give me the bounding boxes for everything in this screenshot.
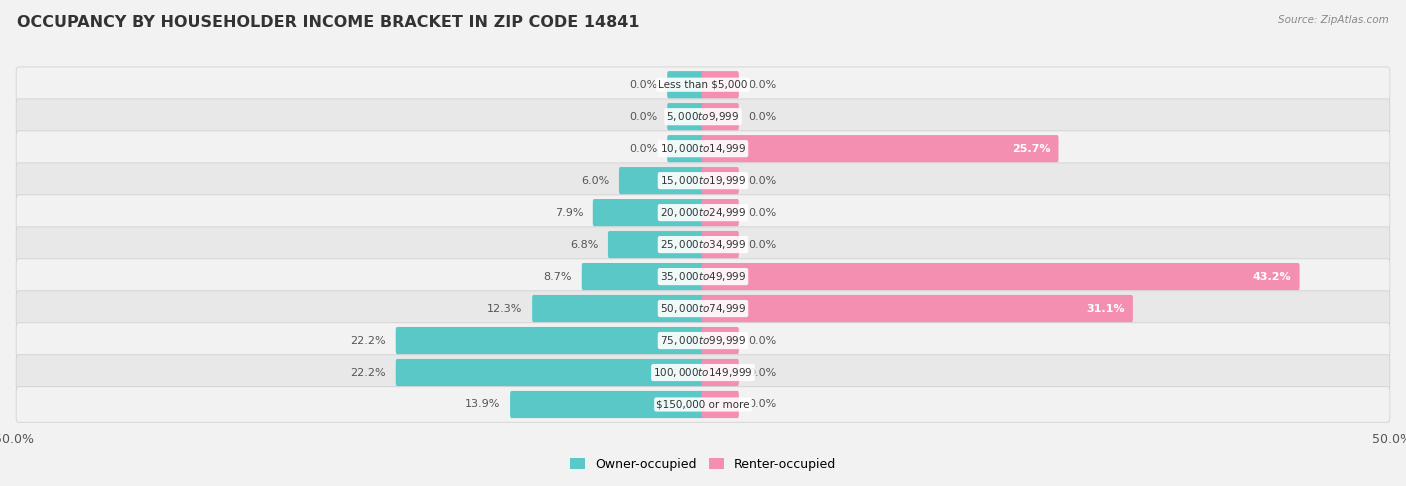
Text: 22.2%: 22.2% xyxy=(350,335,387,346)
FancyBboxPatch shape xyxy=(15,259,1391,295)
FancyBboxPatch shape xyxy=(15,99,1391,135)
Text: Source: ZipAtlas.com: Source: ZipAtlas.com xyxy=(1278,15,1389,25)
FancyBboxPatch shape xyxy=(702,391,738,418)
Text: 0.0%: 0.0% xyxy=(748,399,776,410)
FancyBboxPatch shape xyxy=(702,167,738,194)
Text: 12.3%: 12.3% xyxy=(486,304,523,313)
FancyBboxPatch shape xyxy=(702,103,738,130)
FancyBboxPatch shape xyxy=(15,131,1391,166)
Text: $150,000 or more: $150,000 or more xyxy=(657,399,749,410)
Text: $50,000 to $74,999: $50,000 to $74,999 xyxy=(659,302,747,315)
Text: 0.0%: 0.0% xyxy=(630,144,658,154)
FancyBboxPatch shape xyxy=(15,387,1391,422)
FancyBboxPatch shape xyxy=(668,103,704,130)
Text: 43.2%: 43.2% xyxy=(1253,272,1291,281)
Text: $5,000 to $9,999: $5,000 to $9,999 xyxy=(666,110,740,123)
Text: 31.1%: 31.1% xyxy=(1085,304,1125,313)
FancyBboxPatch shape xyxy=(15,67,1391,103)
Text: $20,000 to $24,999: $20,000 to $24,999 xyxy=(659,206,747,219)
FancyBboxPatch shape xyxy=(531,295,704,322)
Text: 0.0%: 0.0% xyxy=(630,80,658,90)
Text: 0.0%: 0.0% xyxy=(748,367,776,378)
Text: 6.0%: 6.0% xyxy=(581,175,609,186)
FancyBboxPatch shape xyxy=(668,71,704,98)
Text: 0.0%: 0.0% xyxy=(748,335,776,346)
Text: 0.0%: 0.0% xyxy=(748,112,776,122)
FancyBboxPatch shape xyxy=(15,195,1391,230)
FancyBboxPatch shape xyxy=(702,359,738,386)
Text: 13.9%: 13.9% xyxy=(465,399,501,410)
Text: $15,000 to $19,999: $15,000 to $19,999 xyxy=(659,174,747,187)
FancyBboxPatch shape xyxy=(15,291,1391,326)
FancyBboxPatch shape xyxy=(702,199,738,226)
FancyBboxPatch shape xyxy=(593,199,704,226)
Text: $25,000 to $34,999: $25,000 to $34,999 xyxy=(659,238,747,251)
FancyBboxPatch shape xyxy=(702,231,738,258)
FancyBboxPatch shape xyxy=(15,163,1391,198)
Text: $100,000 to $149,999: $100,000 to $149,999 xyxy=(654,366,752,379)
Legend: Owner-occupied, Renter-occupied: Owner-occupied, Renter-occupied xyxy=(565,452,841,476)
Text: 0.0%: 0.0% xyxy=(748,175,776,186)
FancyBboxPatch shape xyxy=(619,167,704,194)
FancyBboxPatch shape xyxy=(702,135,1059,162)
FancyBboxPatch shape xyxy=(510,391,704,418)
FancyBboxPatch shape xyxy=(15,355,1391,390)
FancyBboxPatch shape xyxy=(395,359,704,386)
FancyBboxPatch shape xyxy=(395,327,704,354)
FancyBboxPatch shape xyxy=(668,135,704,162)
Text: 8.7%: 8.7% xyxy=(544,272,572,281)
Text: OCCUPANCY BY HOUSEHOLDER INCOME BRACKET IN ZIP CODE 14841: OCCUPANCY BY HOUSEHOLDER INCOME BRACKET … xyxy=(17,15,640,30)
Text: $10,000 to $14,999: $10,000 to $14,999 xyxy=(659,142,747,155)
Text: 6.8%: 6.8% xyxy=(569,240,599,250)
FancyBboxPatch shape xyxy=(702,327,738,354)
FancyBboxPatch shape xyxy=(15,323,1391,358)
FancyBboxPatch shape xyxy=(15,227,1391,262)
Text: $35,000 to $49,999: $35,000 to $49,999 xyxy=(659,270,747,283)
FancyBboxPatch shape xyxy=(702,71,738,98)
Text: 0.0%: 0.0% xyxy=(748,240,776,250)
Text: 0.0%: 0.0% xyxy=(630,112,658,122)
Text: 25.7%: 25.7% xyxy=(1012,144,1050,154)
Text: 22.2%: 22.2% xyxy=(350,367,387,378)
FancyBboxPatch shape xyxy=(702,295,1133,322)
FancyBboxPatch shape xyxy=(702,263,1299,290)
Text: 0.0%: 0.0% xyxy=(748,208,776,218)
FancyBboxPatch shape xyxy=(582,263,704,290)
Text: 7.9%: 7.9% xyxy=(554,208,583,218)
Text: 0.0%: 0.0% xyxy=(748,80,776,90)
Text: $75,000 to $99,999: $75,000 to $99,999 xyxy=(659,334,747,347)
Text: Less than $5,000: Less than $5,000 xyxy=(658,80,748,90)
FancyBboxPatch shape xyxy=(607,231,704,258)
